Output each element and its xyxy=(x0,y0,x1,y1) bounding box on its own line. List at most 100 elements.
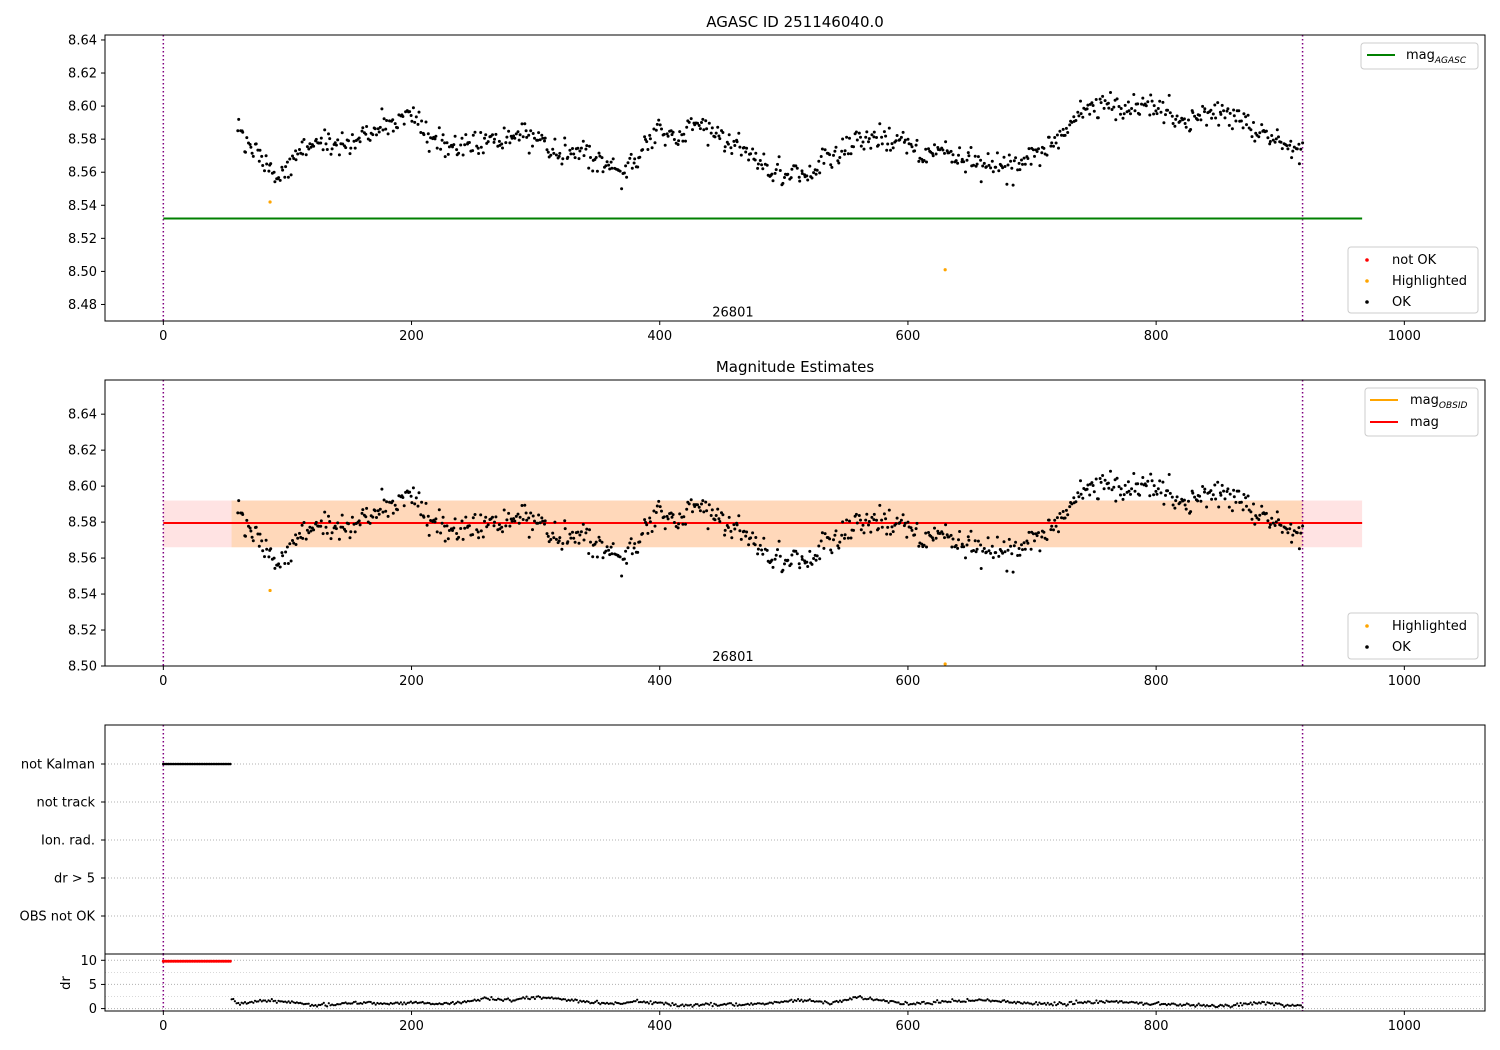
dr-point xyxy=(803,999,806,1002)
middle-ok-point xyxy=(1061,510,1065,513)
middle-ok-point xyxy=(818,557,822,561)
dr-point xyxy=(986,998,989,1001)
top-ok-point xyxy=(864,135,868,139)
top-ok-point xyxy=(922,159,926,162)
dr-point xyxy=(1053,1001,1056,1004)
top-ok-point xyxy=(636,165,640,169)
top-ok-point xyxy=(648,137,652,141)
top-ok-point xyxy=(529,129,533,133)
dr-point xyxy=(1170,1002,1173,1005)
top-ok-point xyxy=(1006,163,1010,167)
top-ok-point xyxy=(650,146,654,150)
top-ok-point xyxy=(411,106,415,110)
middle-ok-point xyxy=(609,545,613,549)
dr-point xyxy=(475,999,478,1002)
legend-mag-obsid-sub: OBSID xyxy=(1439,401,1468,411)
middle-ytick-label: 8.62 xyxy=(68,444,97,459)
top-ok-point xyxy=(413,120,417,124)
top-ok-point xyxy=(1138,112,1142,116)
top-ok-point xyxy=(1154,109,1158,113)
top-ok-point xyxy=(806,178,810,182)
middle-ok-point xyxy=(887,508,891,512)
top-ok-point xyxy=(1079,99,1082,103)
middle-ok-point xyxy=(1156,487,1160,491)
top-ok-point xyxy=(581,139,585,143)
top-ok-point xyxy=(373,127,377,131)
top-ok-point xyxy=(1241,126,1245,130)
top-ok-point xyxy=(1285,144,1289,148)
top-ok-point xyxy=(1297,142,1301,146)
top-ok-point xyxy=(670,133,674,137)
top-ok-point xyxy=(307,147,311,151)
middle-ok-point xyxy=(521,518,525,521)
dr-point xyxy=(848,997,852,1000)
middle-ok-point xyxy=(1175,495,1179,499)
top-ok-point xyxy=(994,165,998,169)
middle-ok-point xyxy=(962,545,966,549)
top-ok-point xyxy=(1234,119,1238,123)
middle-ok-point xyxy=(869,530,873,534)
middle-ok-point xyxy=(1203,490,1206,494)
dr-point xyxy=(916,1001,919,1004)
dr-point xyxy=(892,1000,895,1003)
top-ok-point xyxy=(518,133,522,137)
dr-point xyxy=(817,1000,820,1003)
middle-ok-point xyxy=(451,529,454,532)
top-ok-point xyxy=(859,144,863,148)
middle-ok-point xyxy=(747,543,751,547)
top-ok-point xyxy=(944,140,948,144)
dr-point xyxy=(299,1001,302,1005)
top-ok-point xyxy=(933,143,936,147)
flags-point xyxy=(191,762,194,766)
dr-point xyxy=(1065,1004,1068,1007)
middle-ok-point xyxy=(1275,510,1279,514)
dr-point xyxy=(696,1003,699,1006)
dr-point xyxy=(1269,1002,1272,1005)
top-ok-point xyxy=(1121,116,1125,120)
top-ok-point xyxy=(244,150,247,154)
middle-ok-point xyxy=(751,531,755,535)
dr-point xyxy=(275,1001,278,1004)
middle-ok-point xyxy=(365,506,369,510)
dr-point xyxy=(828,1003,832,1006)
middle-ok-point xyxy=(1196,499,1200,503)
dr-point xyxy=(1224,1003,1227,1006)
top-ok-point xyxy=(277,176,281,180)
top-ok-point xyxy=(684,139,687,143)
middle-ok-point xyxy=(545,532,549,536)
middle-ok-point xyxy=(416,504,420,508)
top-ok-point xyxy=(876,143,880,147)
dr-point xyxy=(855,996,858,1000)
top-ok-point xyxy=(1152,104,1156,108)
top-ok-point xyxy=(1103,99,1107,103)
dr-point xyxy=(969,999,972,1003)
middle-ok-point xyxy=(986,536,990,540)
top-ok-point xyxy=(702,128,706,132)
top-ok-point xyxy=(1027,147,1031,151)
top-ok-point xyxy=(1250,135,1254,139)
middle-ok-point xyxy=(812,557,816,560)
middle-ok-point xyxy=(492,524,496,528)
dr-point xyxy=(376,1001,379,1005)
dr-point xyxy=(934,1001,937,1004)
dr-point xyxy=(1232,1004,1235,1007)
middle-ok-point xyxy=(1209,489,1213,493)
dr-point xyxy=(403,1001,406,1004)
middle-ok-point xyxy=(278,565,282,569)
middle-ok-point xyxy=(1132,472,1136,475)
middle-ok-point xyxy=(707,503,711,507)
middle-ok-point xyxy=(859,518,862,522)
top-ok-point xyxy=(880,142,884,146)
dr-point xyxy=(907,1003,910,1006)
middle-ok-point xyxy=(698,509,702,513)
top-ok-point xyxy=(754,151,758,155)
dr-point xyxy=(279,1000,282,1003)
top-ytick-label: 8.50 xyxy=(68,265,97,280)
top-ok-point xyxy=(1277,135,1280,139)
dr-point xyxy=(761,1002,765,1005)
middle-ok-point xyxy=(312,528,316,532)
middle-ok-point xyxy=(822,546,826,550)
middle-ok-point xyxy=(1211,493,1215,497)
top-ok-point xyxy=(1007,153,1011,157)
top-ok-point xyxy=(677,139,681,143)
